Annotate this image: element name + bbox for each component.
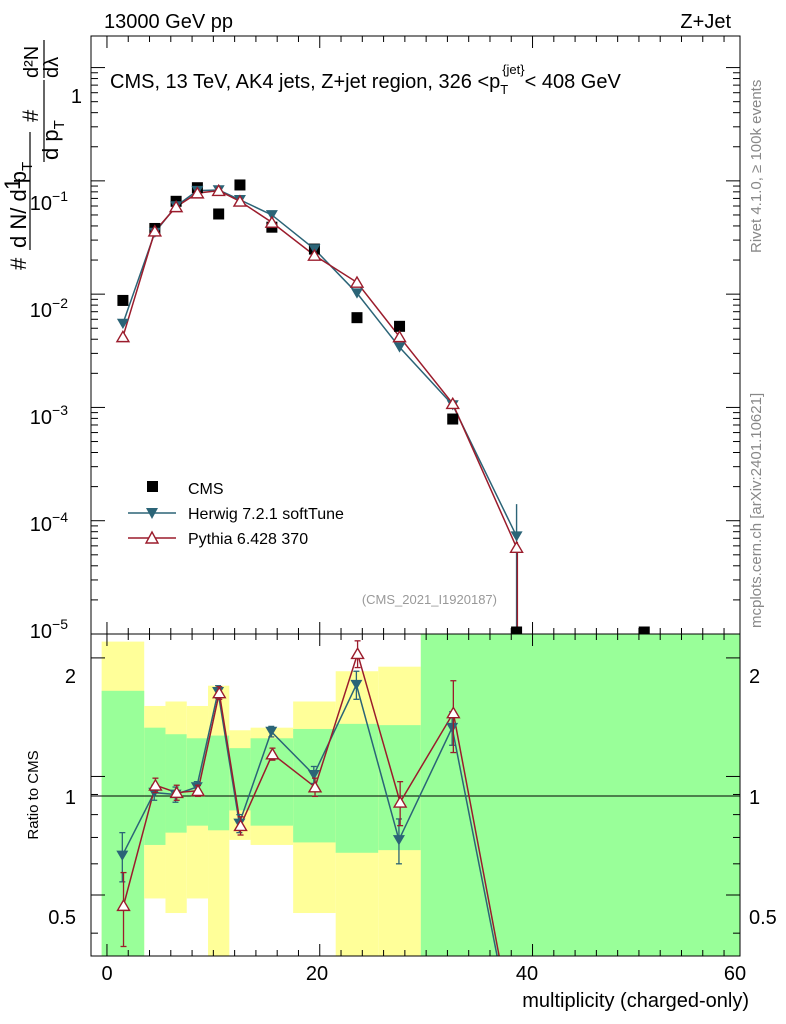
legend-marker-cms: [147, 481, 158, 492]
herwig-point-11: [510, 531, 523, 542]
cms-point-0: [117, 294, 129, 306]
ratio-y-axis-label: Ratio to CMS: [25, 750, 42, 839]
ratio-pythia-point-8: [350, 646, 365, 660]
pythia-point-11: [509, 540, 524, 554]
xtick-label-60: 60: [724, 963, 746, 985]
ratio-pythia-point-1: [148, 778, 163, 791]
analysis-watermark: (CMS_2021_I1920187): [362, 592, 497, 607]
cms-point-12: [638, 626, 650, 638]
legend-label-herwig: Herwig 7.2.1 softTune: [188, 506, 344, 523]
pythia-point-1: [147, 224, 163, 237]
ratio-herwig-point-10: [446, 722, 459, 734]
green-band-bin-8: [335, 723, 379, 853]
ratio-pythia-point-9: [392, 795, 408, 808]
top-y-axis-label: # d N/ d pT 1 d pT # d²N dλ: [0, 40, 68, 270]
herwig-point-0: [116, 318, 129, 329]
ylabel-prefix: #: [6, 257, 31, 270]
ytick-label-1e-3: 10−3: [30, 402, 68, 429]
cms-point-4: [213, 208, 225, 220]
herwig-point-8: [350, 288, 363, 299]
pythia-point-3: [190, 186, 205, 199]
ratio-ytick-0.5: 0.5: [48, 907, 76, 929]
legend-marker-herwig: [146, 508, 158, 519]
ratio-pythia-point-10: [446, 706, 461, 719]
top-series-lines: [122, 189, 519, 634]
ytick-label-1: 1: [71, 86, 82, 108]
chart-title: CMS, 13 TeV, AK4 jets, Z+jet region, 326…: [110, 62, 621, 97]
ratio-ytick-0.5-right: 0.5: [749, 907, 777, 929]
pythia-point-8: [349, 275, 365, 288]
pythia-point-4: [211, 183, 226, 197]
green-band-bin-4: [208, 735, 230, 831]
ylabel-frac-num: 1: [0, 178, 25, 190]
ratio-pythia-point-3: [190, 783, 206, 797]
cms-point-10: [447, 413, 459, 425]
legend: CMS Herwig 7.2.1 softTune Pythia 6.428 3…: [128, 481, 344, 548]
ratio-frame: [90, 633, 741, 957]
ratio-ytick-2-right: 2: [749, 666, 760, 688]
pythia-point-7: [307, 248, 322, 261]
pythia-point-0: [115, 330, 131, 343]
ytick-label-1e-5: 10−5: [30, 616, 68, 643]
x-axis-label: multiplicity (charged-only): [522, 990, 749, 1012]
ytick-label-1e-1: 10−1: [30, 188, 68, 215]
ratio-ytick-1-right: 1: [749, 787, 760, 809]
ylabel-mid: #: [18, 109, 43, 122]
pythia-point-9: [392, 330, 407, 343]
xtick-label-20: 20: [306, 963, 328, 985]
ytick-label-1e-2: 10−2: [30, 295, 68, 322]
herwig-point-6: [265, 210, 278, 221]
header-process: Z+Jet: [680, 11, 731, 33]
rivet-label: Rivet 4.1.0, ≥ 100k events: [748, 80, 765, 253]
ylabel-dpt: d pT: [38, 120, 68, 160]
cms-point-8: [351, 312, 363, 324]
pythia-point-5: [232, 194, 248, 207]
pythia-point-10: [445, 396, 460, 410]
legend-label-pythia: Pythia 6.428 370: [188, 531, 308, 548]
cms-point-11: [511, 626, 523, 638]
ratio-pythia-point-2: [169, 785, 184, 799]
mcplots-label: mcplots.cern.ch [arXiv:2401.10621]: [748, 393, 765, 628]
cms-point-9: [394, 320, 406, 332]
header-energy: 13000 GeV pp: [104, 11, 233, 33]
ratio-herwig-point-0: [116, 850, 129, 861]
ratio-ytick-2: 2: [65, 666, 76, 688]
x-tick-labels: 0 20 40 60: [101, 963, 746, 985]
ratio-pythia-point-6: [265, 747, 280, 760]
xtick-label-0: 0: [101, 963, 112, 985]
ratio-y-tick-labels: 0.5 1 2 0.5 1 2: [48, 666, 777, 929]
ratio-pythia-point-7: [307, 780, 323, 793]
ytick-label-1e-4: 10−4: [30, 509, 68, 536]
ratio-ytick-1: 1: [65, 787, 76, 809]
green-band-bin-2: [165, 734, 187, 833]
cms-point-5: [234, 179, 246, 191]
legend-label-cms: CMS: [188, 481, 224, 498]
top-series-markers: [115, 179, 650, 638]
ratio-uncertainty-bands: [101, 634, 740, 956]
ratio-pythia-point-0: [116, 898, 131, 912]
ratio-herwig-point-6: [265, 726, 278, 737]
xtick-label-40: 40: [516, 963, 538, 985]
ratio-herwig-point-9: [392, 835, 405, 846]
ylabel-dlambda: dλ: [41, 57, 63, 78]
top-y-tick-labels: 1 10−1 10−2 10−3 10−4 10−5: [30, 86, 82, 643]
pythia-point-6: [264, 215, 280, 228]
ratio-herwig-point-8: [350, 679, 363, 691]
herwig-line: [122, 189, 518, 537]
ratio-herwig-point-7: [307, 769, 320, 781]
ratio-axis-ticks: [91, 634, 740, 956]
herwig-point-9: [393, 342, 406, 353]
ylabel-frac-den: d N/ d pT: [6, 162, 36, 248]
pythia-point-2: [168, 200, 184, 213]
ratio-pythia-point-5: [233, 818, 248, 832]
ratio-series-markers: [116, 640, 461, 948]
ylabel-d2n: d²N: [21, 46, 43, 78]
legend-marker-pythia: [144, 530, 160, 544]
ratio-pythia-point-4: [212, 686, 227, 699]
green-band-bin-10: [420, 634, 740, 956]
